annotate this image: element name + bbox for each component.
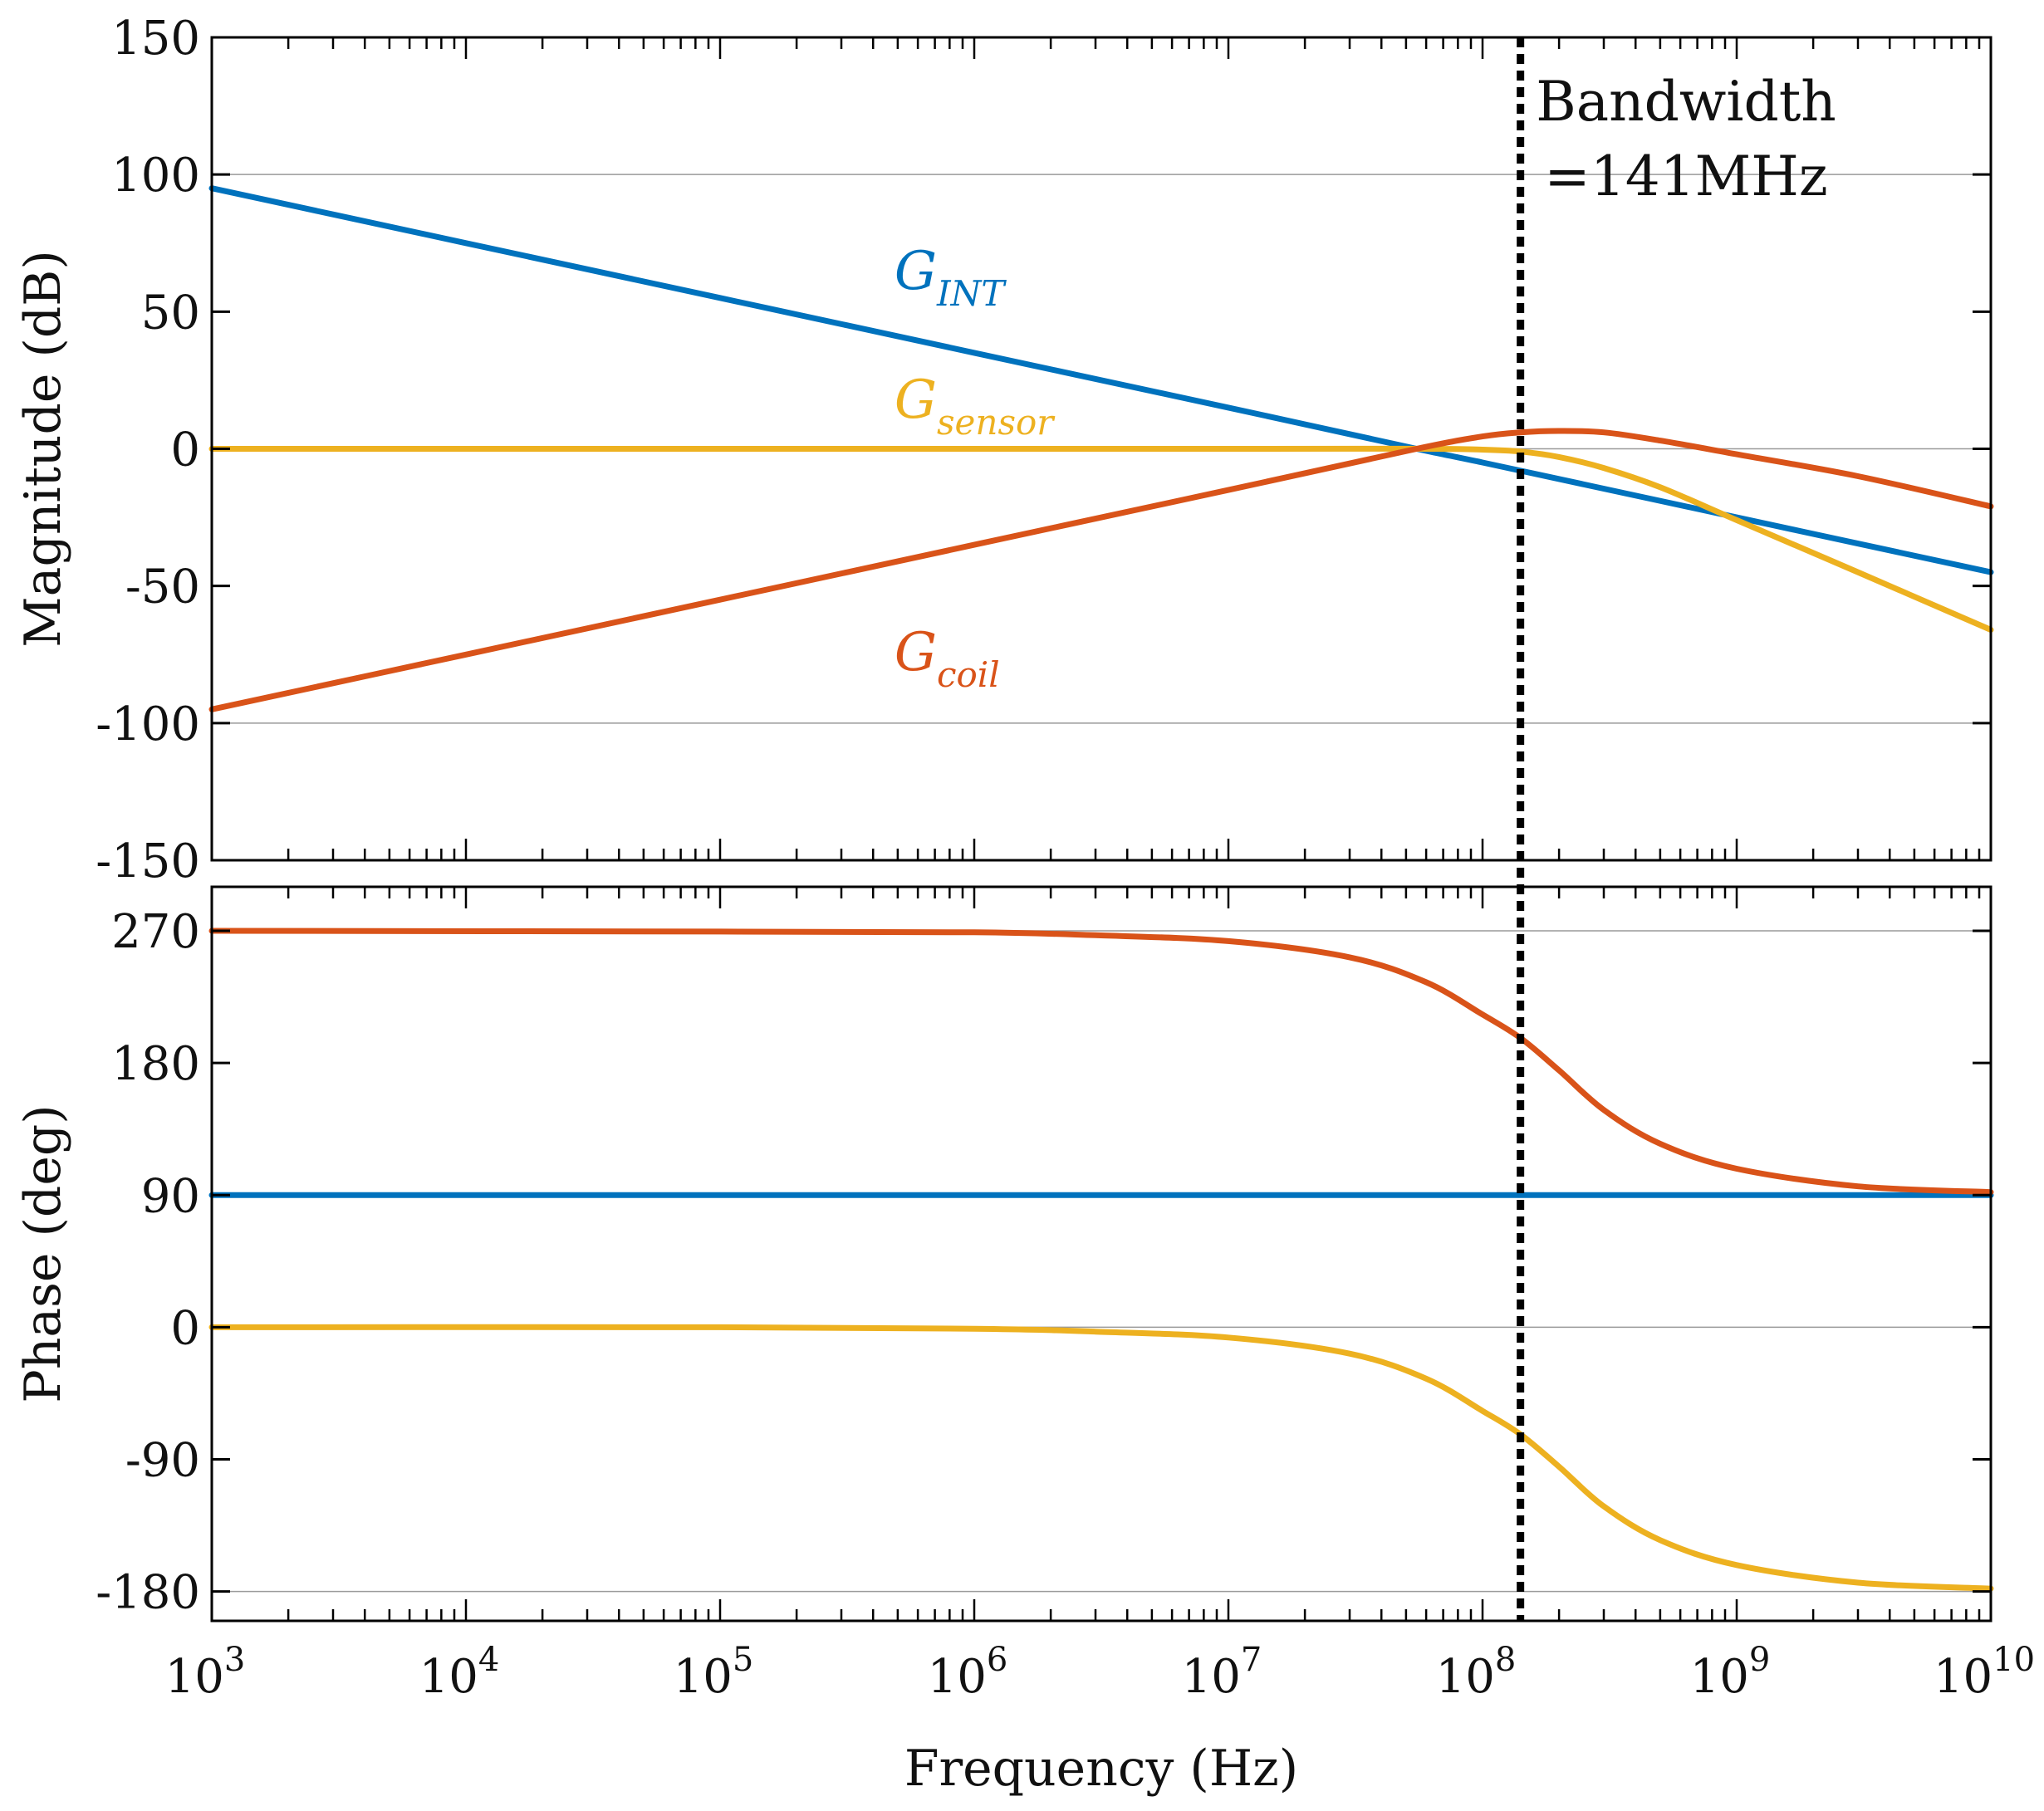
magnitude-ytick-label: 50 <box>141 286 200 340</box>
phase-ytick-label: 270 <box>111 905 200 959</box>
grid-layer <box>212 174 1991 1593</box>
phase-xtick-label: 109 <box>1690 1641 1771 1704</box>
magnitude-ytick-label: -150 <box>96 835 200 888</box>
magnitude-ytick-label: 150 <box>111 12 200 66</box>
axes-layer <box>210 36 1993 1623</box>
phase-xtick-label: 105 <box>674 1641 754 1704</box>
phase-xtick-label: 107 <box>1182 1641 1262 1704</box>
phase-ytick-label: -90 <box>125 1434 200 1488</box>
magnitude-ytick-label: 100 <box>111 149 200 203</box>
phase-ylabel: Phase (deg) <box>14 1104 72 1402</box>
series-label-sensor: Gsensor <box>895 370 1056 443</box>
bandwidth-annotation-value: =141MHz <box>1544 144 1827 208</box>
magnitude-ylabel: Magnitude (dB) <box>14 250 72 648</box>
series-label-int: GINT <box>895 241 1007 314</box>
xlabel: Frequency (Hz) <box>904 1740 1298 1798</box>
phase-axes-frame <box>210 885 1993 1623</box>
phase-ytick-label: 0 <box>170 1301 200 1355</box>
phase-series-coil <box>208 928 1994 1196</box>
phase-xtick-label: 106 <box>928 1641 1008 1704</box>
magnitude-series-sensor <box>208 445 1994 633</box>
text-layer: 150 100 50 0 -50 -100 -150 Magnitude (dB) GINT Gs… <box>14 12 2035 1798</box>
magnitude-ytick-label: -100 <box>96 697 200 751</box>
series-label-coil: Gcoil <box>895 622 1000 695</box>
magnitude-series-coil <box>208 428 1994 712</box>
bandwidth-annotation-title: Bandwidth <box>1536 70 1836 134</box>
phase-ytick-label: -180 <box>96 1566 200 1620</box>
phase-xtick-label: 108 <box>1436 1641 1517 1704</box>
phase-xtick-label: 103 <box>165 1641 246 1704</box>
phase-xtick-label: 104 <box>419 1641 500 1704</box>
phase-ytick-label: 90 <box>141 1169 200 1223</box>
phase-ytick-label: 180 <box>111 1037 200 1091</box>
phase-xtick-label: 1010 <box>1934 1641 2035 1704</box>
series-layer <box>208 37 1994 1621</box>
magnitude-ytick-label: 0 <box>170 423 200 477</box>
magnitude-ytick-label: -50 <box>125 560 200 614</box>
phase-series-sensor <box>208 1324 1994 1592</box>
magnitude-series-int <box>208 185 1994 575</box>
